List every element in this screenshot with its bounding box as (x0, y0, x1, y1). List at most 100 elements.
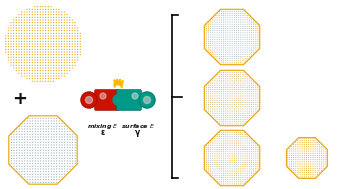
Circle shape (217, 111, 218, 112)
Circle shape (297, 170, 298, 171)
Circle shape (58, 57, 60, 58)
Circle shape (206, 87, 207, 88)
Circle shape (24, 126, 25, 127)
Circle shape (232, 37, 233, 38)
Circle shape (312, 138, 313, 139)
Circle shape (257, 168, 258, 169)
Circle shape (13, 41, 14, 42)
Circle shape (225, 37, 226, 38)
Circle shape (221, 28, 222, 29)
Circle shape (11, 25, 12, 26)
Circle shape (24, 22, 25, 23)
Circle shape (242, 132, 244, 133)
Circle shape (249, 39, 250, 40)
Circle shape (40, 152, 41, 154)
Circle shape (310, 176, 311, 177)
Circle shape (50, 81, 52, 82)
Circle shape (245, 145, 246, 146)
Circle shape (217, 58, 218, 59)
Circle shape (249, 78, 250, 79)
Circle shape (219, 113, 220, 114)
Circle shape (43, 134, 44, 135)
Circle shape (249, 102, 250, 103)
Circle shape (232, 113, 233, 114)
Circle shape (306, 172, 307, 173)
Text: +: + (12, 90, 28, 108)
Circle shape (242, 170, 244, 172)
Circle shape (56, 78, 57, 79)
Circle shape (306, 148, 307, 149)
Circle shape (223, 134, 224, 135)
Circle shape (48, 49, 49, 50)
Circle shape (72, 152, 73, 154)
Circle shape (40, 46, 41, 47)
Circle shape (293, 168, 294, 169)
Circle shape (26, 57, 28, 58)
Circle shape (314, 168, 316, 169)
Circle shape (232, 95, 233, 96)
Circle shape (27, 166, 28, 167)
Circle shape (293, 144, 294, 145)
Circle shape (16, 35, 17, 37)
Circle shape (24, 176, 25, 178)
Circle shape (257, 37, 258, 38)
Circle shape (304, 155, 305, 156)
Circle shape (310, 138, 311, 139)
Circle shape (319, 153, 320, 154)
Circle shape (208, 158, 209, 159)
Circle shape (77, 59, 78, 61)
Circle shape (238, 153, 239, 154)
Circle shape (54, 166, 55, 167)
Circle shape (219, 117, 220, 118)
Circle shape (56, 27, 57, 29)
Circle shape (66, 35, 68, 37)
Circle shape (249, 158, 250, 159)
Circle shape (59, 179, 60, 180)
Circle shape (253, 89, 254, 90)
Circle shape (46, 142, 47, 143)
Circle shape (64, 59, 65, 61)
Circle shape (219, 153, 220, 154)
Circle shape (251, 158, 252, 159)
Circle shape (46, 168, 47, 170)
Circle shape (255, 111, 256, 112)
Circle shape (29, 182, 31, 183)
Circle shape (236, 140, 237, 141)
Circle shape (48, 27, 49, 29)
Circle shape (234, 30, 235, 31)
Circle shape (46, 150, 47, 151)
Circle shape (19, 174, 20, 175)
Circle shape (32, 171, 33, 172)
Circle shape (245, 162, 246, 163)
Circle shape (304, 170, 305, 171)
Circle shape (35, 155, 36, 156)
Circle shape (48, 123, 49, 124)
Circle shape (34, 9, 36, 10)
Circle shape (26, 46, 28, 47)
Circle shape (212, 111, 213, 112)
Circle shape (13, 147, 15, 148)
Circle shape (249, 160, 250, 161)
Circle shape (24, 139, 25, 140)
Circle shape (245, 175, 246, 176)
Circle shape (247, 56, 248, 57)
Circle shape (225, 153, 226, 154)
Circle shape (314, 155, 316, 156)
Circle shape (74, 33, 76, 34)
Circle shape (48, 139, 49, 140)
Circle shape (40, 70, 41, 71)
Circle shape (293, 170, 294, 171)
Circle shape (212, 56, 213, 57)
Circle shape (64, 73, 65, 74)
Circle shape (72, 30, 73, 31)
Circle shape (217, 168, 218, 169)
Circle shape (50, 57, 52, 58)
Circle shape (236, 52, 237, 53)
Circle shape (319, 144, 320, 145)
Circle shape (77, 54, 78, 55)
Circle shape (221, 54, 222, 55)
Circle shape (245, 13, 246, 14)
Circle shape (249, 30, 250, 31)
Circle shape (219, 87, 220, 88)
Circle shape (234, 164, 235, 165)
